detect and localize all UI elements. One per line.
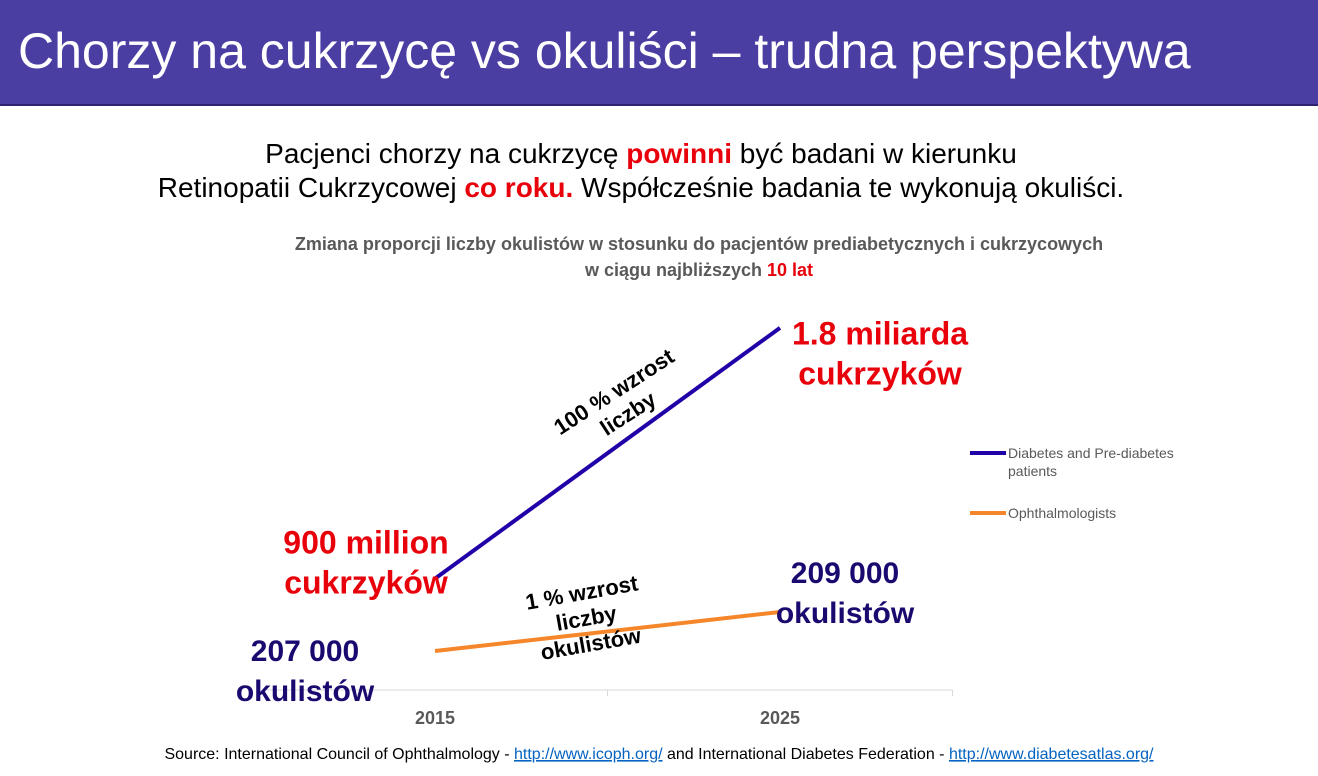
data-label: 207 000 — [251, 635, 359, 668]
legend-swatch — [970, 451, 1006, 455]
emphasis: co roku. — [464, 172, 573, 203]
text-run: Zmiana proporcji liczby okulistów w stos… — [295, 234, 1103, 254]
text-run: w ciągu najbliższych — [584, 260, 767, 280]
data-label-unit: cukrzyków — [284, 564, 448, 600]
data-label-unit: okulistów — [776, 597, 915, 630]
rich-text: Pacjenci chorzy na cukrzycę powinni być … — [265, 138, 1017, 169]
text-run: Współcześnie badania te wykonują okuliśc… — [573, 172, 1124, 203]
slide-title: Chorzy na cukrzycę vs okuliści – trudna … — [18, 23, 1191, 79]
text-run: Pacjenci chorzy na cukrzycę — [265, 138, 626, 169]
header-band — [0, 0, 1318, 106]
legend-item: Diabetes and Pre-diabetes patients — [970, 444, 1210, 480]
legend-label: Diabetes and Pre-diabetes patients — [1008, 445, 1174, 479]
data-label: 209 000 — [791, 557, 899, 590]
data-label: 1.8 miliarda — [792, 315, 968, 351]
series-line — [434, 610, 781, 653]
legend-item: Ophthalmologists — [970, 504, 1210, 522]
emphasis: 10 lat — [767, 260, 813, 280]
text-run: być badani w kierunku — [732, 138, 1017, 169]
source-text: and International Diabetes Federation - — [663, 746, 949, 763]
rich-text: Zmiana proporcji liczby okulistów w stos… — [295, 234, 1103, 254]
data-label-unit: okulistów — [236, 675, 375, 708]
emphasis: powinni — [626, 138, 732, 169]
legend-swatch — [970, 511, 1006, 515]
legend: Diabetes and Pre-diabetes patients Ophtha… — [970, 444, 1210, 546]
data-label: 900 million — [283, 524, 448, 560]
series-line — [433, 326, 782, 581]
source-link[interactable]: http://www.diabetesatlas.org/ — [949, 746, 1154, 763]
source-link[interactable]: http://www.icoph.org/ — [514, 746, 663, 763]
x-tick-label: 2025 — [760, 708, 800, 728]
x-tick-label: 2015 — [415, 708, 455, 728]
header-rule — [0, 104, 1318, 106]
rich-text: w ciągu najbliższych 10 lat — [584, 260, 813, 280]
source-text: Source: International Council of Ophthal… — [164, 746, 514, 763]
rich-text: Retinopatii Cukrzycowej co roku. Współcz… — [158, 172, 1124, 203]
legend-label: Ophthalmologists — [1008, 505, 1117, 521]
text-run: Retinopatii Cukrzycowej — [158, 172, 465, 203]
data-label-unit: cukrzyków — [798, 355, 962, 391]
source: Source: International Council of Ophthal… — [164, 746, 1154, 763]
